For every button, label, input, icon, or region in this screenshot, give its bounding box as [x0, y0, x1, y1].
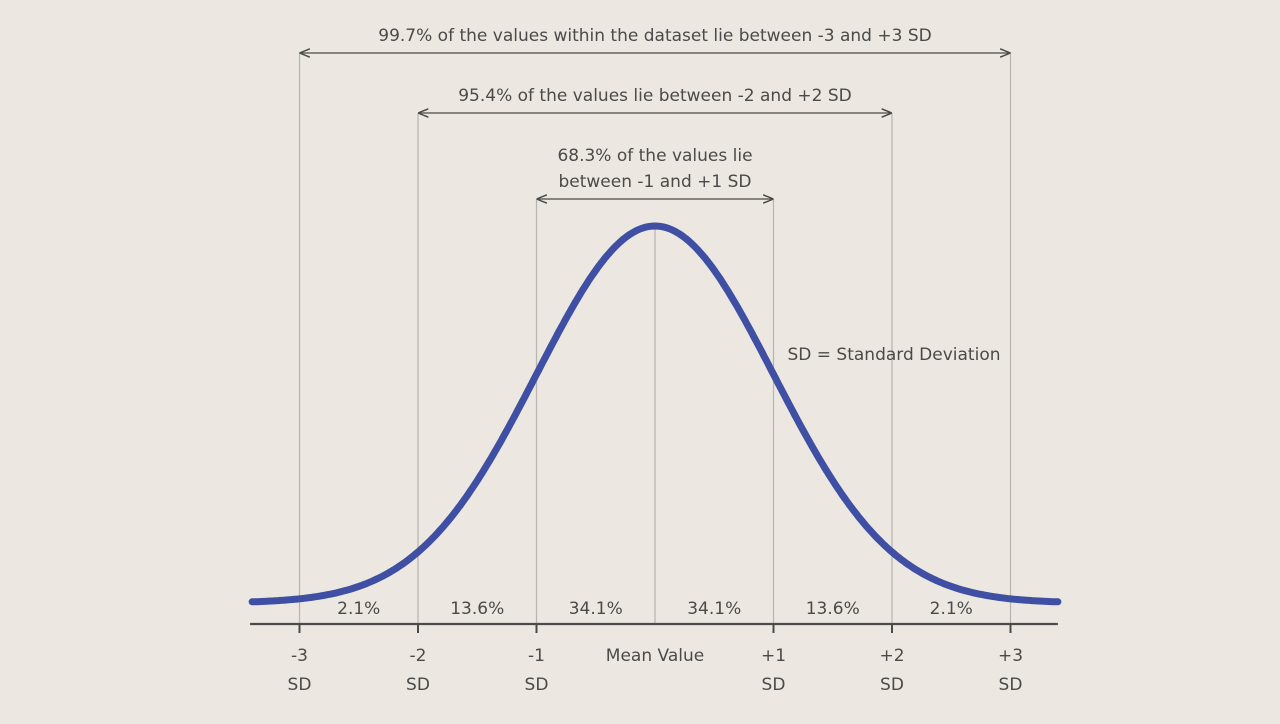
range-label: 68.3% of the values lie: [557, 146, 752, 166]
segment-percent-label: 2.1%: [930, 599, 973, 619]
x-tick-label-unit: SD: [525, 675, 549, 695]
normal-curve: [248, 222, 1062, 606]
segment-percent-label: 34.1%: [687, 599, 741, 619]
segment-percent-label: 2.1%: [337, 599, 380, 619]
segment-percent-label: 34.1%: [569, 599, 623, 619]
x-tick-label: Mean Value: [606, 646, 704, 666]
x-tick-label: -1: [528, 646, 545, 666]
segment-percent-label: 13.6%: [806, 599, 860, 619]
x-tick-label: -3: [291, 646, 308, 666]
x-tick-label: +1: [761, 646, 786, 666]
x-tick-label-unit: SD: [288, 675, 312, 695]
x-tick-label-unit: SD: [880, 675, 904, 695]
x-tick-label: -2: [410, 646, 427, 666]
x-tick-label-unit: SD: [406, 675, 430, 695]
x-tick-label: +3: [998, 646, 1023, 666]
range-label: 95.4% of the values lie between -2 and +…: [458, 86, 852, 106]
range-label: between -1 and +1 SD: [558, 172, 751, 192]
range-label: 99.7% of the values within the dataset l…: [378, 26, 931, 46]
x-tick-label-unit: SD: [762, 675, 786, 695]
x-tick-label: +2: [879, 646, 904, 666]
segment-percent-label: 13.6%: [450, 599, 504, 619]
x-tick-label-unit: SD: [999, 675, 1023, 695]
sd-definition-note: SD = Standard Deviation: [788, 345, 1001, 365]
